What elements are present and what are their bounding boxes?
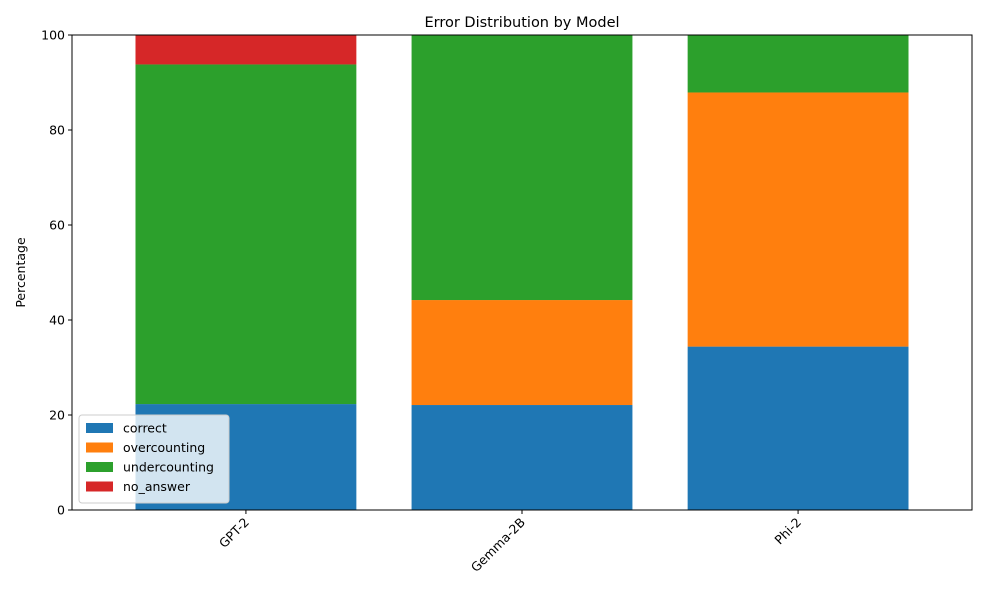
- x-tick-label: Gemma-2B: [468, 515, 528, 575]
- bars-layer: [135, 35, 909, 510]
- bar-overcounting-phi-2: [687, 92, 909, 347]
- x-tick-label: GPT-2: [216, 515, 252, 551]
- bar-no_answer-gpt-2: [135, 35, 357, 65]
- legend-swatch-correct: [86, 423, 113, 433]
- bar-undercounting-gpt-2: [135, 64, 357, 405]
- y-tick-label: 0: [57, 503, 65, 518]
- bar-correct-gemma-2b: [411, 405, 633, 510]
- y-tick-label: 40: [49, 313, 65, 328]
- legend-swatch-overcounting: [86, 442, 113, 453]
- legend-swatch-undercounting: [86, 462, 113, 472]
- bar-correct-phi-2: [687, 346, 909, 510]
- chart-title: Error Distribution by Model: [424, 15, 619, 31]
- y-tick-label: 60: [49, 218, 65, 233]
- y-axis-label: Percentage: [13, 237, 28, 308]
- legend-label-no_answer: no_answer: [123, 479, 191, 494]
- bar-undercounting-gemma-2b: [411, 35, 633, 301]
- y-tick-label: 20: [49, 408, 65, 423]
- y-tick-label: 100: [41, 28, 65, 43]
- y-tick-label: 80: [49, 123, 65, 138]
- legend-label-overcounting: overcounting: [123, 440, 205, 455]
- x-tick-label: Phi-2: [771, 515, 804, 548]
- legend-box: [78, 414, 230, 504]
- legend-swatch-no_answer: [86, 481, 113, 492]
- legend-label-correct: correct: [123, 421, 167, 436]
- bar-undercounting-phi-2: [687, 35, 909, 93]
- legend-label-undercounting: undercounting: [123, 460, 214, 475]
- legend: correct overcounting undercounting no_answe…: [78, 414, 230, 504]
- bar-overcounting-gemma-2b: [411, 300, 633, 406]
